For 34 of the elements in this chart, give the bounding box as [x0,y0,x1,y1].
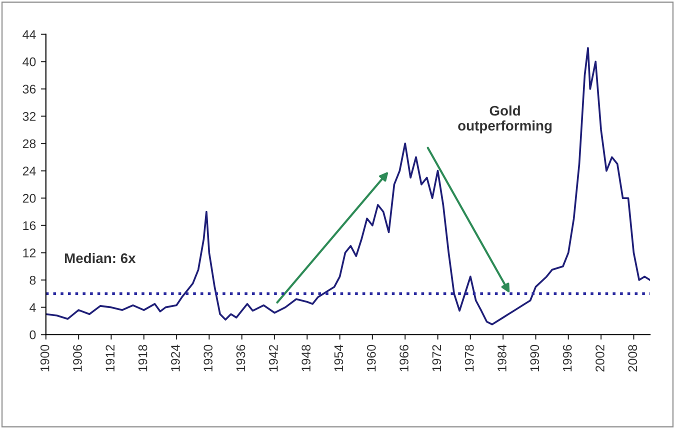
x-tick-label: 1972 [432,344,442,372]
x-tick-label: 1954 [334,344,344,372]
ref-line-label: Median: 6x [64,252,136,264]
x-tick-label: 1960 [366,344,376,372]
y-tick-label: 40 [22,57,36,66]
y-tick-label: 16 [23,221,36,230]
x-tick-label: 1996 [562,344,572,372]
y-tick-label: 28 [22,139,36,148]
x-tick-label: 1924 [171,344,180,372]
y-tick-label: 24 [22,166,36,176]
x-tick-label: 1966 [400,344,408,372]
annotation: Gold outperforming [458,105,552,134]
y-tick-label: 36 [22,84,36,94]
x-tick-label: 1948 [302,344,310,372]
x-tick-label: 1942 [268,344,278,372]
x-tick-label: 1912 [106,344,115,372]
y-tick-label: 44 [22,30,36,39]
x-tick-label: 1918 [138,344,148,372]
x-tick-label: 2008 [628,344,638,372]
x-tick-label: 1984 [498,344,506,372]
y-tick-label: 32 [22,112,36,121]
y-tick-label: 20 [22,194,36,203]
y-tick-label: 0 [30,330,36,340]
y-tick-label: 4 [30,303,36,312]
x-tick-label: 1930 [204,344,213,372]
y-tick-label: 12 [23,248,36,258]
x-tick-label: 1906 [73,344,82,372]
x-tick-label: 1900 [40,344,50,372]
x-tick-label: 1936 [236,344,246,372]
line-series [46,47,650,326]
x-tick-label: 2002 [596,344,604,372]
y-tick-label: 8 [30,276,36,285]
x-tick-label: 1978 [464,344,474,372]
x-tick-label: 1990 [530,344,540,372]
